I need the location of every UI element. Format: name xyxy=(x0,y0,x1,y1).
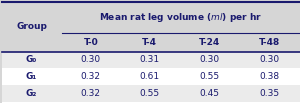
Text: T-4: T-4 xyxy=(142,38,157,47)
Text: 0.35: 0.35 xyxy=(259,90,279,98)
Text: G₁: G₁ xyxy=(26,73,37,81)
FancyBboxPatch shape xyxy=(2,68,300,85)
Text: T-0: T-0 xyxy=(83,38,98,47)
FancyBboxPatch shape xyxy=(2,52,300,68)
Text: 0.30: 0.30 xyxy=(199,56,219,64)
Text: 0.38: 0.38 xyxy=(259,73,279,81)
Text: 0.55: 0.55 xyxy=(199,73,219,81)
Text: 0.30: 0.30 xyxy=(81,56,101,64)
Text: T-24: T-24 xyxy=(199,38,220,47)
FancyBboxPatch shape xyxy=(2,85,300,102)
Text: 0.45: 0.45 xyxy=(199,90,219,98)
Text: 0.61: 0.61 xyxy=(139,73,159,81)
Text: Mean rat leg volume ($\mathit{ml}$) per hr: Mean rat leg volume ($\mathit{ml}$) per … xyxy=(99,11,262,24)
Text: 0.30: 0.30 xyxy=(259,56,279,64)
FancyBboxPatch shape xyxy=(2,102,300,103)
Text: 0.31: 0.31 xyxy=(139,56,159,64)
Text: 0.32: 0.32 xyxy=(81,73,101,81)
Text: 0.55: 0.55 xyxy=(139,90,159,98)
Text: G₂: G₂ xyxy=(26,90,37,98)
Text: T-48: T-48 xyxy=(259,38,280,47)
Text: 0.32: 0.32 xyxy=(81,90,101,98)
Text: Group: Group xyxy=(16,22,47,31)
Text: G₀: G₀ xyxy=(26,56,37,64)
